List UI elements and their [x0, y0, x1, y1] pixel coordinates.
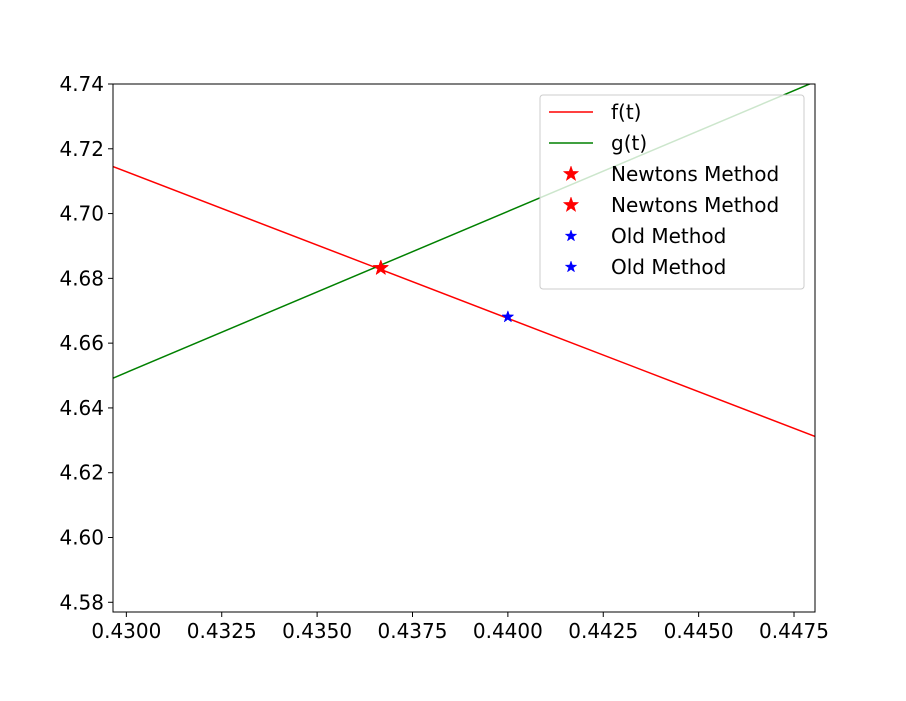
x-axis: 0.4300 0.4325 0.4350 0.4375 0.4400 0.4425 0.44… [91, 612, 829, 643]
x-tick-label: 0.4425 [568, 619, 638, 643]
x-tick-label: 0.4375 [378, 619, 448, 643]
y-tick-label: 4.64 [59, 396, 104, 420]
y-tick-label: 4.74 [59, 72, 104, 96]
x-tick-label: 0.4475 [759, 619, 829, 643]
legend-label: Newtons Method [611, 193, 779, 217]
plot-frame [112, 83, 816, 613]
y-tick-label: 4.70 [59, 202, 104, 226]
series-marker-5 [501, 310, 515, 323]
legend-label: Old Method [611, 255, 726, 279]
legend-label: f(t) [611, 100, 642, 124]
legend: f(t) g(t) Newtons Method Newtons Method Old … [539, 94, 805, 290]
x-tick-label: 0.4325 [187, 619, 257, 643]
series-marker-3 [372, 259, 390, 276]
y-tick-label: 4.58 [59, 590, 104, 614]
y-tick-label: 4.66 [59, 331, 104, 355]
y-tick-label: 4.62 [59, 461, 104, 485]
legend-label: Newtons Method [611, 162, 779, 186]
legend-star-swatch [562, 196, 580, 213]
x-tick-label: 0.4450 [664, 619, 734, 643]
y-tick-label: 4.72 [59, 137, 104, 161]
legend-label: Old Method [611, 224, 726, 248]
series-line-0 [113, 165, 815, 438]
legend-star-swatch [562, 165, 580, 182]
x-tick-label: 0.4300 [91, 619, 161, 643]
legend-box [539, 94, 805, 290]
legend-label: g(t) [611, 131, 647, 155]
legend-star-swatch [564, 260, 578, 273]
legend-star-swatch [564, 229, 578, 242]
x-tick-label: 0.4400 [473, 619, 543, 643]
y-tick-label: 4.68 [59, 266, 104, 290]
y-tick-label: 4.60 [59, 525, 104, 549]
y-axis: 4.58 4.60 4.62 4.64 4.66 4.68 4.70 4.72 4.74 [59, 72, 113, 614]
x-tick-label: 0.4350 [282, 619, 352, 643]
